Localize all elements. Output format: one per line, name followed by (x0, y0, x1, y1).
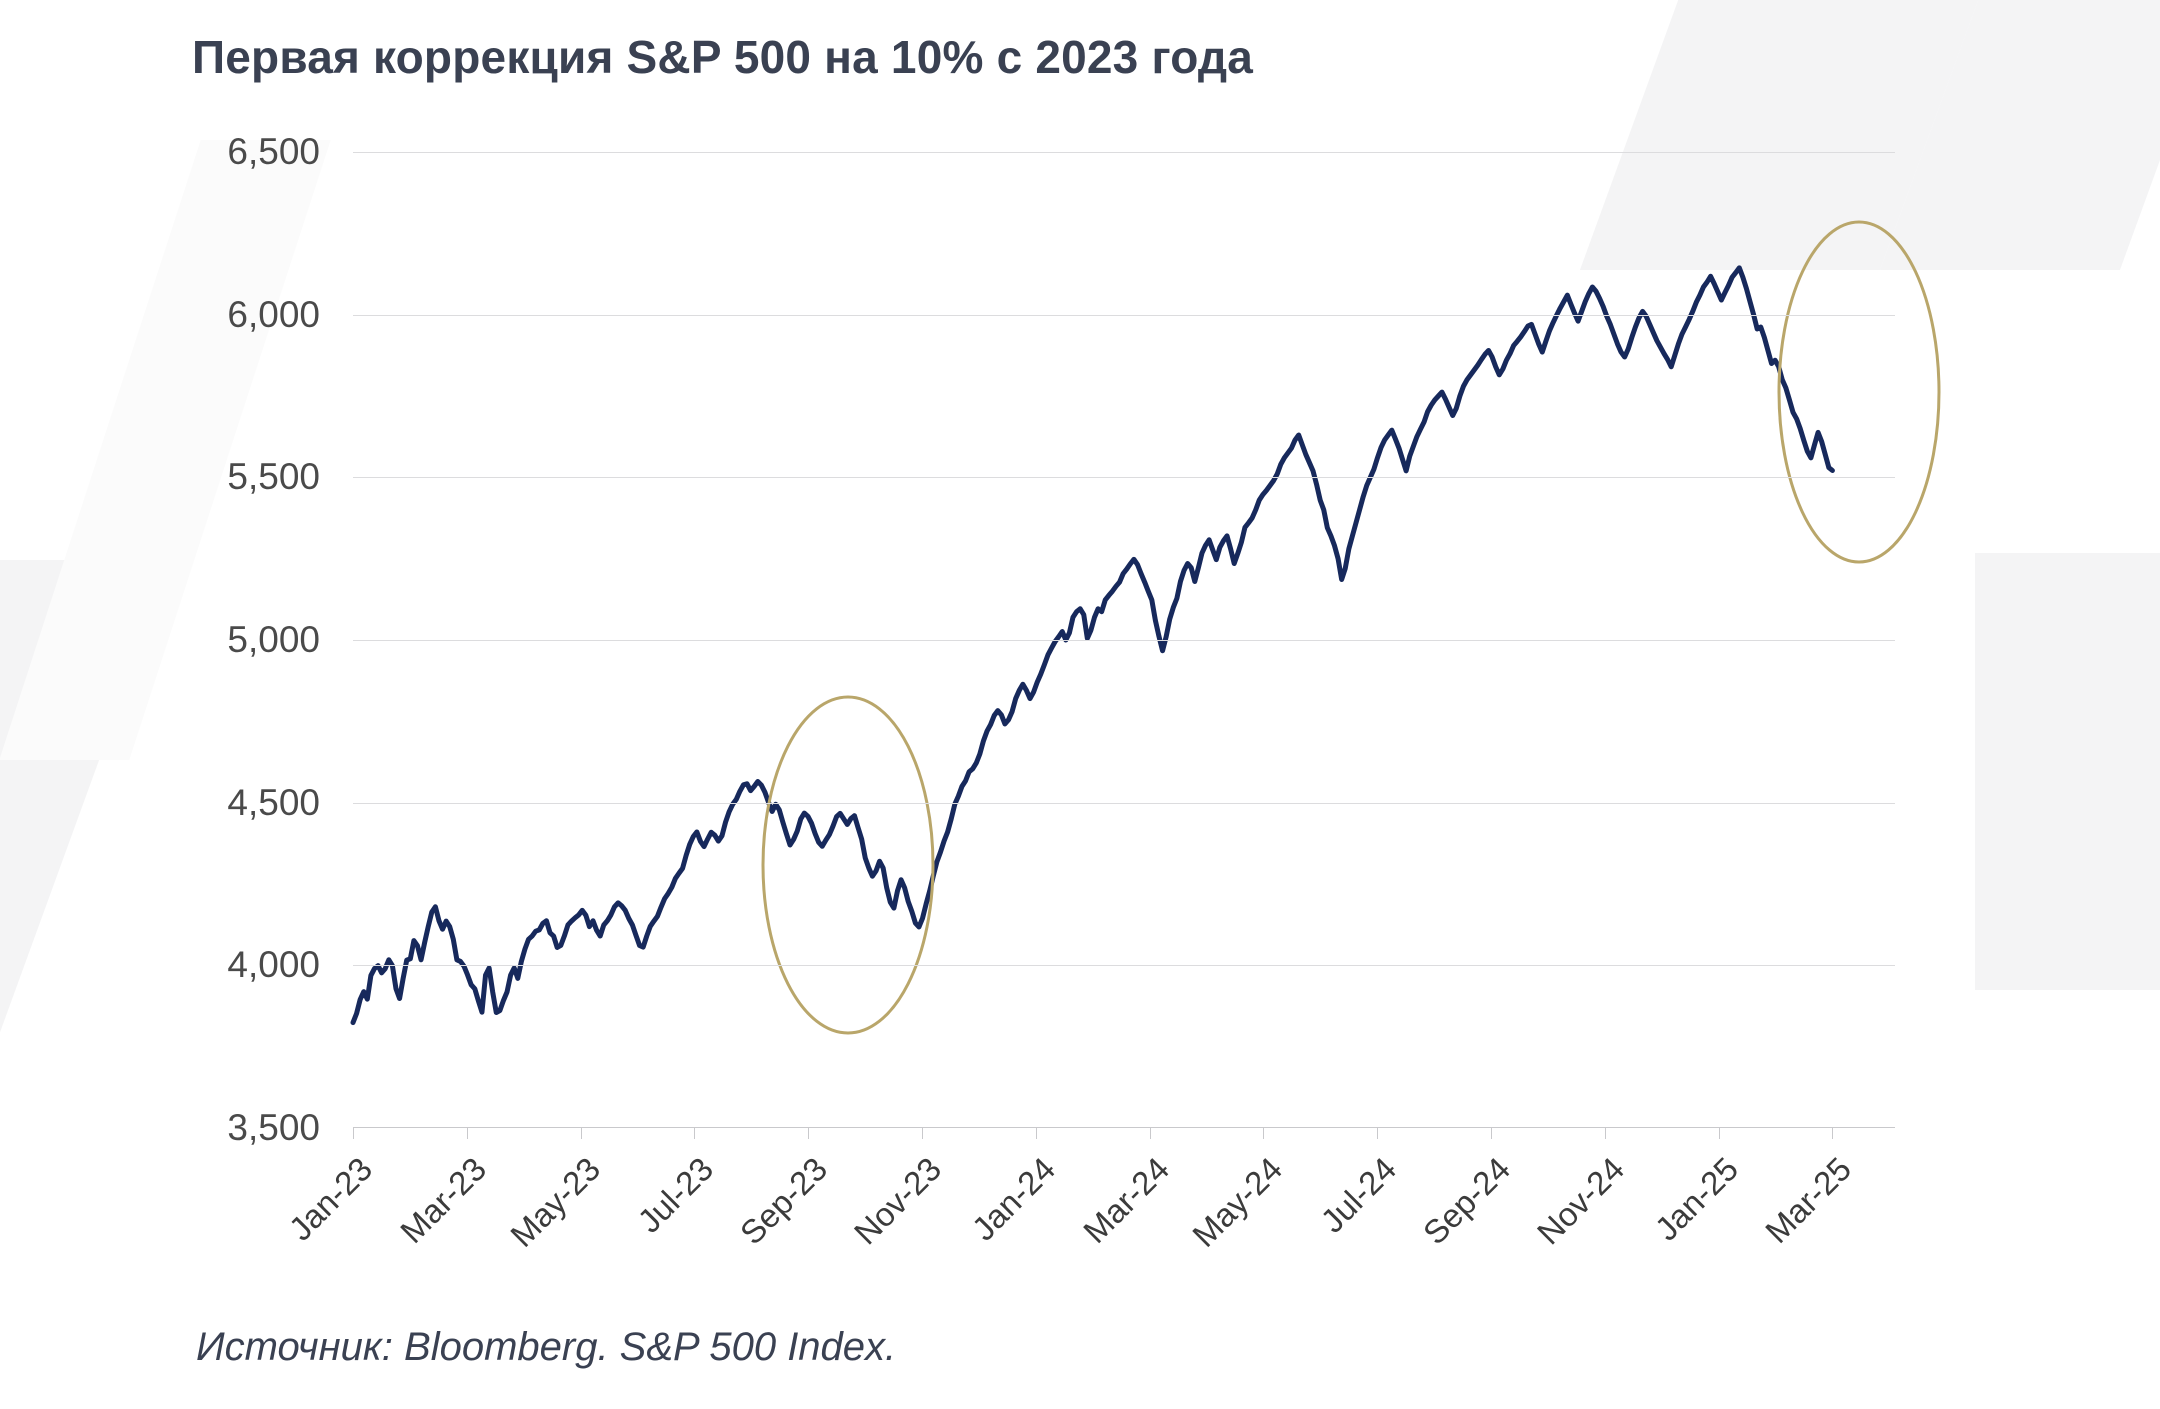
correction-2023-highlight (761, 695, 935, 1035)
x-axis-tick (1035, 1128, 1037, 1139)
x-axis-tick (1718, 1128, 1720, 1139)
x-axis-tick (1832, 1128, 1834, 1139)
x-axis-tick (1491, 1128, 1492, 1139)
x-axis-tick (1263, 1128, 1265, 1139)
page-title: Первая коррекция S&P 500 на 10% с 2023 г… (192, 31, 1254, 83)
plot-area (350, 152, 1941, 1139)
source-note: Источник: Bloomberg. S&P 500 Index. (196, 1325, 897, 1369)
series-sp500 (350, 265, 1835, 1026)
x-axis-tick (353, 1128, 354, 1139)
x-axis-line (353, 1127, 1895, 1128)
gridline (353, 314, 1895, 316)
y-axis-tick-label: 5,500 (227, 456, 320, 498)
series-line (350, 265, 1835, 1026)
y-axis-tick-label: 5,000 (227, 619, 320, 660)
y-axis-tick-label: 6,000 (227, 293, 320, 335)
gridline (353, 152, 1895, 153)
gridline (353, 965, 1895, 967)
x-axis-tick (808, 1128, 810, 1139)
y-axis-tick-label: 4,500 (227, 781, 320, 823)
x-axis-tick (466, 1128, 468, 1139)
gridline (353, 640, 1895, 641)
x-axis-tick (694, 1128, 696, 1139)
x-axis-tick (1377, 1128, 1379, 1139)
y-axis-tick-label: 3,500 (227, 1107, 320, 1148)
correction-2025-highlight (1777, 220, 1941, 564)
y-axis-tick-label: 4,000 (227, 944, 320, 986)
x-axis-tick (1604, 1128, 1606, 1139)
gridline (353, 802, 1895, 804)
x-axis-tick (1149, 1128, 1151, 1139)
y-axis-tick-label: 6,500 (227, 131, 320, 172)
gridline (353, 477, 1895, 479)
x-axis-tick (580, 1128, 582, 1139)
annotation-layer (761, 220, 1941, 1035)
x-axis-tick (922, 1128, 923, 1139)
